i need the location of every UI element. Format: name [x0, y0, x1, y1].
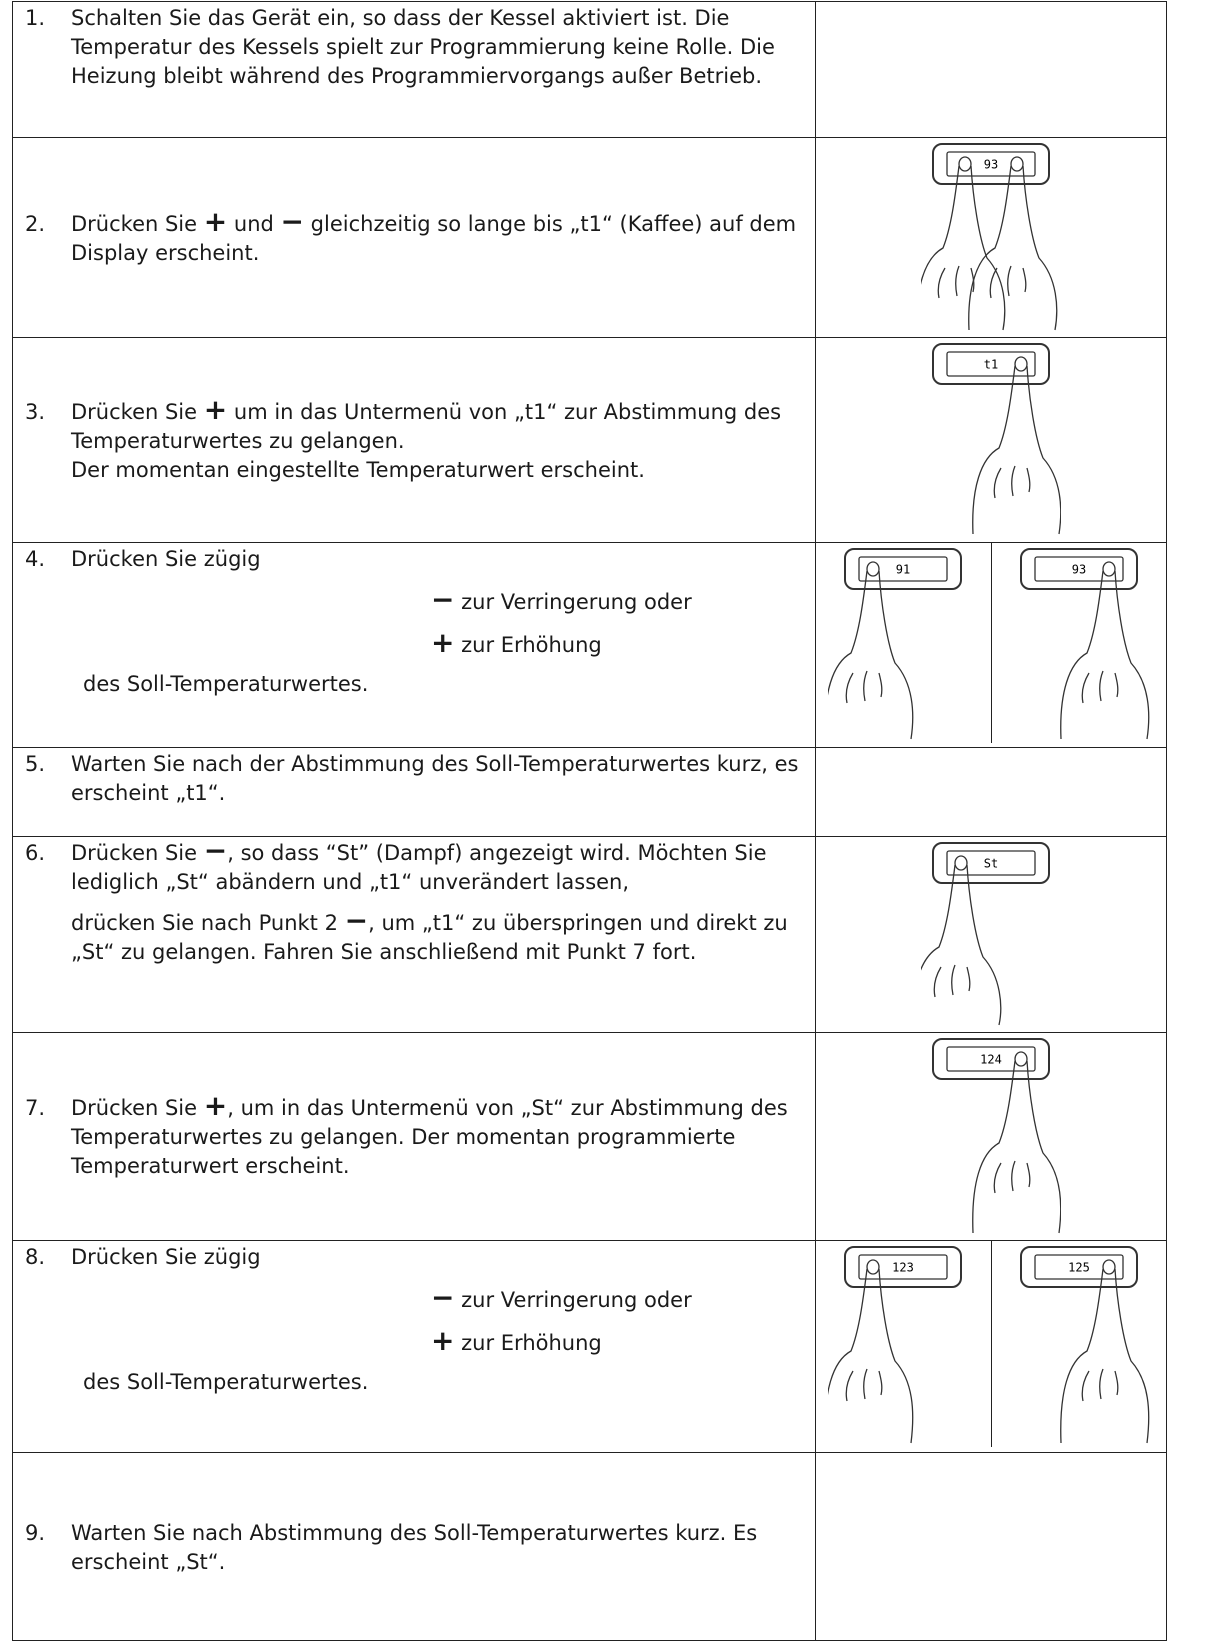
step-text: Drücken Sie	[71, 841, 204, 865]
drawing	[844, 548, 963, 590]
step-number: 2.	[25, 211, 46, 236]
drawing	[828, 570, 914, 740]
display-value: t1	[984, 358, 998, 372]
symbol: +	[203, 392, 228, 426]
drawing	[932, 143, 1050, 185]
display-value: 93	[1072, 563, 1086, 577]
step-number: 7.	[25, 1096, 46, 1120]
symbol: +	[203, 204, 228, 238]
step-text: zur Erhöhung	[454, 1331, 602, 1355]
illustration: 124	[932, 1038, 1061, 1234]
display-value: St	[984, 857, 998, 871]
step-text: Schalten Sie das Gerät ein, so dass der …	[71, 6, 775, 88]
display-value: 93	[984, 158, 998, 172]
step-text: Drücken Sie zügig	[71, 1245, 261, 1269]
drawing	[1019, 1246, 1138, 1288]
step-text: Warten Sie nach Abstimmung des Soll-Temp…	[71, 1520, 758, 1574]
step-text: Drücken Sie	[71, 211, 204, 236]
step-number: 9.	[25, 1520, 46, 1545]
symbol: −	[280, 204, 304, 238]
step-text: , um in das Untermenü von „St“ zur Absti…	[71, 1096, 788, 1178]
step-text: zur Erhöhung	[454, 633, 602, 657]
drawing	[968, 165, 1058, 331]
step-text: Drücken Sie	[71, 399, 204, 424]
drawing	[828, 1268, 914, 1444]
drawing	[844, 1246, 963, 1288]
drawing	[946, 351, 1036, 377]
drawing	[866, 1259, 880, 1275]
drawing	[921, 165, 1006, 331]
drawing	[1034, 1254, 1124, 1280]
display-value: 125	[1068, 1261, 1090, 1275]
drawing	[954, 855, 968, 871]
drawing	[972, 1060, 1061, 1234]
drawing	[858, 1254, 948, 1280]
step-number: 6.	[25, 841, 46, 865]
step-number: 5.	[25, 752, 46, 776]
illustration: 93	[1019, 548, 1150, 740]
drawing	[1059, 570, 1150, 740]
drawing	[1059, 1268, 1150, 1444]
step-text: Der momentan eingestellte Temperaturwert…	[71, 457, 645, 482]
step-text: und	[227, 211, 281, 236]
drawing	[932, 1038, 1050, 1080]
step-text: um in das Untermenü von „t1“ zur Abstimm…	[71, 399, 782, 453]
illustration: 91	[828, 548, 963, 740]
drawing	[946, 1046, 1036, 1072]
step-text: gleichzeitig so lange bis „t1“ (Kaffee) …	[71, 211, 797, 265]
illustration: 123	[828, 1246, 963, 1444]
drawing	[946, 850, 1036, 876]
drawing	[1014, 356, 1028, 372]
step-text: Drücken Sie zügig	[71, 547, 261, 571]
symbol: +	[203, 1089, 228, 1122]
drawing	[958, 156, 972, 172]
drawing	[932, 343, 1050, 385]
step-number: 8.	[25, 1245, 46, 1269]
step-text: zur Verringerung oder	[454, 1288, 692, 1312]
drawing	[1034, 556, 1124, 582]
symbol: −	[203, 834, 228, 867]
drawing	[972, 365, 1061, 535]
symbol: −	[431, 1281, 455, 1314]
symbol: +	[431, 1324, 455, 1357]
step-number: 1.	[25, 6, 46, 30]
display-value: 124	[980, 1053, 1002, 1067]
drawing	[932, 842, 1050, 884]
symbol: +	[431, 626, 455, 659]
illustration: 125	[1019, 1246, 1150, 1444]
drawing	[1014, 1051, 1028, 1067]
drawing	[1019, 548, 1138, 590]
step-text: zur Verringerung oder	[454, 590, 692, 614]
display-value: 123	[892, 1261, 914, 1275]
illustration: t1	[932, 343, 1061, 535]
step-text: Warten Sie nach der Abstimmung des Soll-…	[71, 752, 799, 805]
step-text: , so dass “St” (Dampf) angezeigt wird. M…	[71, 841, 767, 894]
symbol: −	[431, 583, 455, 616]
step-number: 4.	[25, 547, 46, 571]
drawing	[1010, 156, 1024, 172]
illustration: 93	[921, 143, 1058, 331]
drawing	[866, 561, 880, 577]
illustration: St	[921, 842, 1050, 1026]
instruction-table: 1. Schalten Sie das Gerät ein, so dass de…	[12, 1, 1167, 1641]
step-text: des Soll-Temperaturwertes.	[83, 672, 369, 696]
step-text: des Soll-Temperaturwertes.	[83, 1370, 369, 1394]
step-text: drücken Sie nach Punkt 2	[71, 911, 345, 935]
drawing	[858, 556, 948, 582]
symbol: −	[344, 904, 369, 937]
drawing	[1102, 561, 1116, 577]
drawing	[1102, 1259, 1116, 1275]
drawing	[921, 864, 1002, 1026]
display-value: 91	[896, 563, 910, 577]
step-text: Drücken Sie	[71, 1096, 204, 1120]
step-number: 3.	[25, 399, 46, 424]
step-text: , um „t1“ zu überspringen und direkt zu …	[71, 911, 788, 964]
